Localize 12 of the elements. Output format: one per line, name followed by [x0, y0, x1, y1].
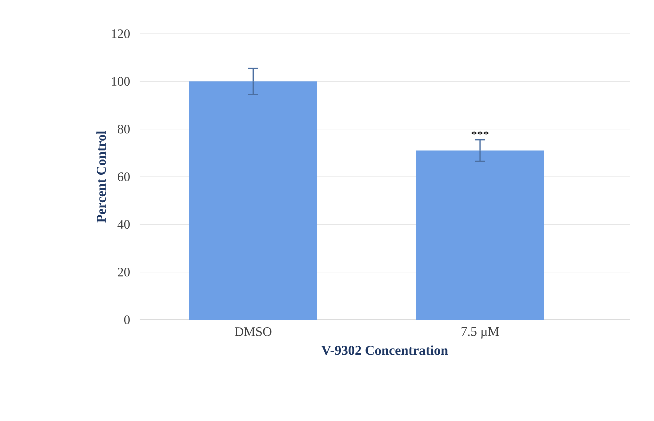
- x-axis-title: V-9302 Concentration: [322, 346, 448, 356]
- y-tick-label: 0: [124, 316, 130, 324]
- y-tick-label: 20: [118, 268, 130, 277]
- y-tick-label: 120: [112, 30, 130, 38]
- x-tick-label: 7.5 µM: [462, 328, 500, 339]
- x-tick-label: DMSO: [235, 328, 272, 336]
- y-tick-label: 40: [118, 220, 130, 230]
- y-tick-label: 80: [118, 124, 130, 134]
- annotation: ***: [472, 131, 489, 136]
- y-axis-title: Percent Control: [96, 131, 106, 223]
- y-tick-label: 100: [112, 77, 130, 86]
- y-tick-label: 60: [118, 172, 130, 182]
